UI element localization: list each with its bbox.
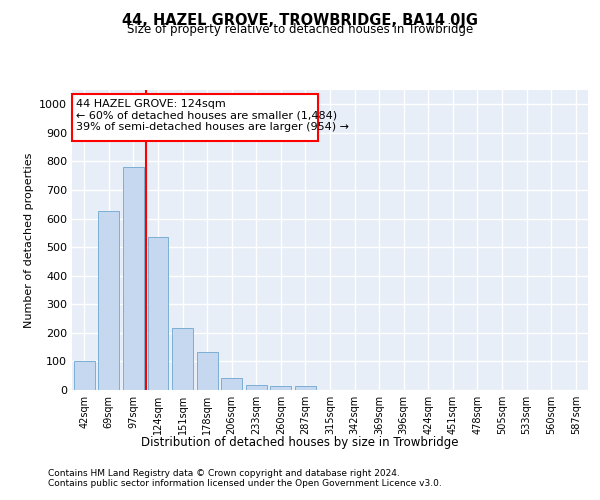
Y-axis label: Number of detached properties: Number of detached properties	[23, 152, 34, 328]
Bar	[123, 167, 144, 390]
Text: ← 60% of detached houses are smaller (1,484): ← 60% of detached houses are smaller (1,…	[76, 110, 337, 120]
Text: 44 HAZEL GROVE: 124sqm: 44 HAZEL GROVE: 124sqm	[76, 99, 226, 109]
Bar	[98, 212, 119, 390]
Bar	[197, 352, 218, 390]
Bar	[172, 328, 193, 390]
Text: Contains public sector information licensed under the Open Government Licence v3: Contains public sector information licen…	[48, 478, 442, 488]
Bar	[74, 362, 95, 390]
Bar	[295, 386, 316, 390]
Bar	[271, 386, 292, 390]
Text: 44, HAZEL GROVE, TROWBRIDGE, BA14 0JG: 44, HAZEL GROVE, TROWBRIDGE, BA14 0JG	[122, 12, 478, 28]
Bar	[221, 378, 242, 390]
FancyBboxPatch shape	[73, 94, 318, 141]
Bar	[148, 237, 169, 390]
Text: Contains HM Land Registry data © Crown copyright and database right 2024.: Contains HM Land Registry data © Crown c…	[48, 468, 400, 477]
Text: Size of property relative to detached houses in Trowbridge: Size of property relative to detached ho…	[127, 24, 473, 36]
Text: 39% of semi-detached houses are larger (954) →: 39% of semi-detached houses are larger (…	[76, 122, 349, 132]
Text: Distribution of detached houses by size in Trowbridge: Distribution of detached houses by size …	[141, 436, 459, 449]
Bar	[246, 386, 267, 390]
